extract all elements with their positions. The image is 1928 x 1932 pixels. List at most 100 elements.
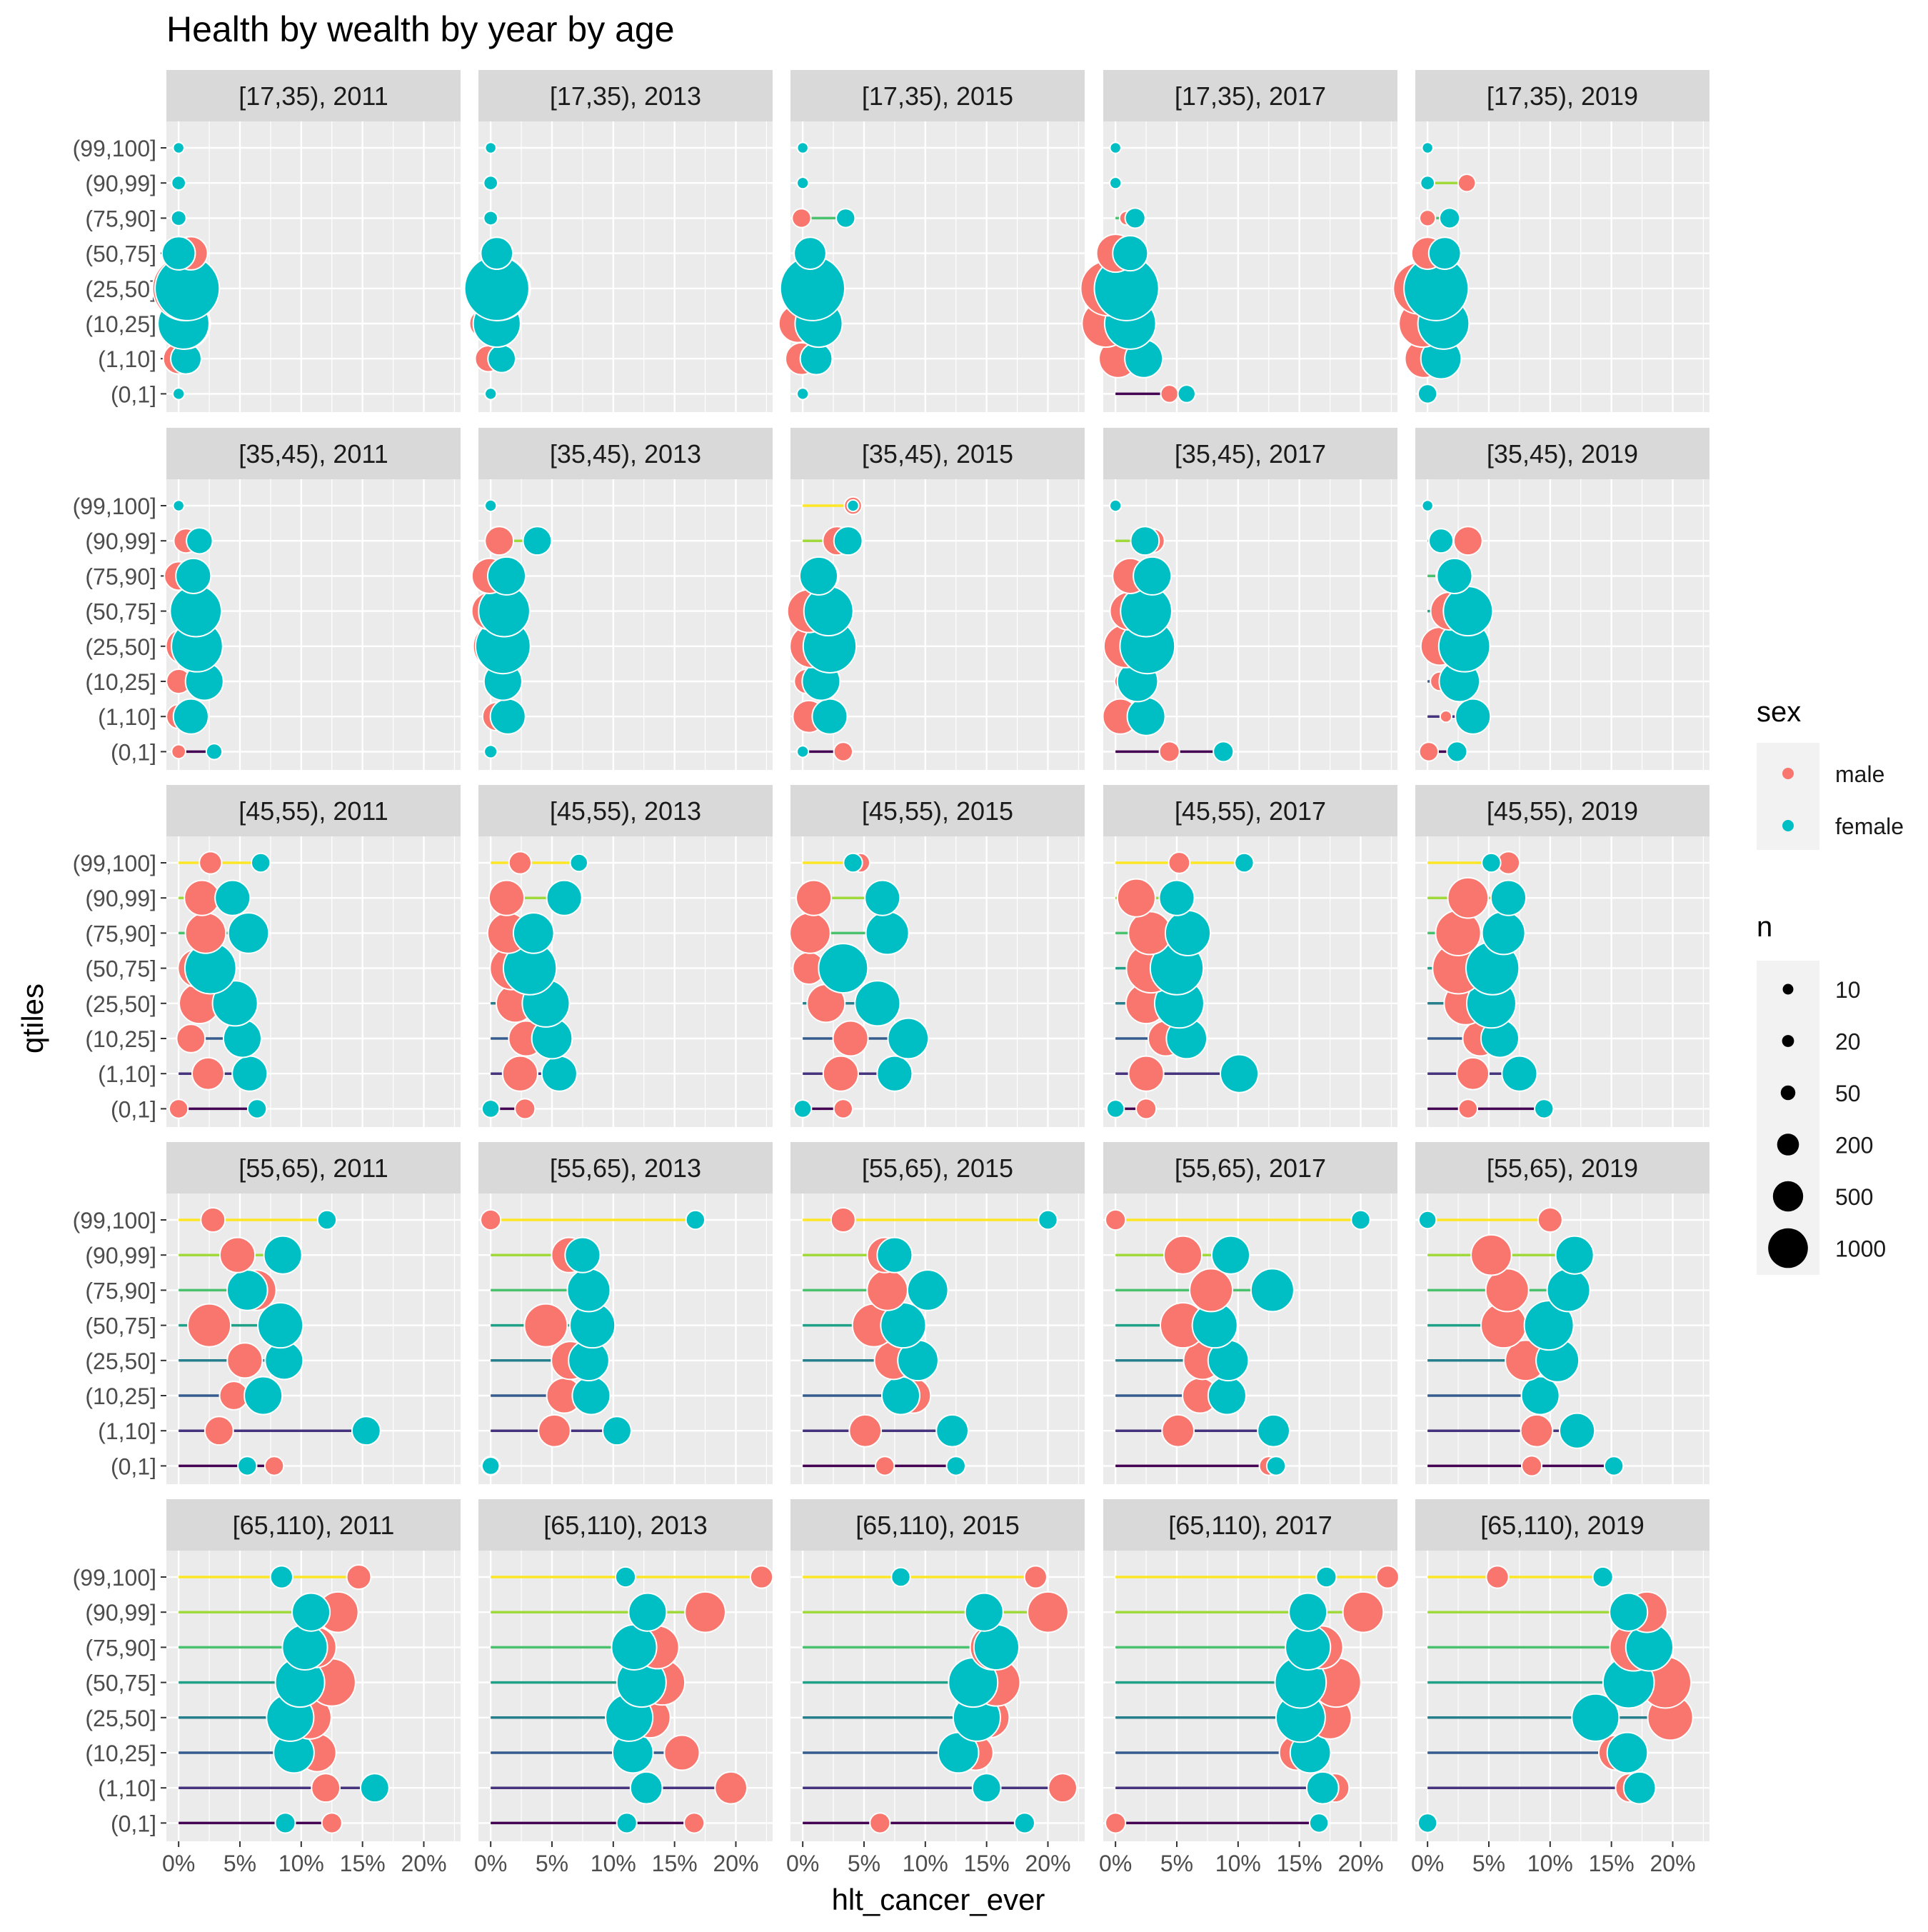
female-point bbox=[1455, 698, 1492, 735]
facet-panel: [45,55), 2013 bbox=[478, 785, 773, 1127]
male-point bbox=[1375, 1565, 1400, 1589]
facet-panel: [55,65), 2015 bbox=[790, 1142, 1085, 1484]
y-tick-label: (99,100] bbox=[73, 1565, 156, 1591]
female-point bbox=[1603, 1456, 1625, 1476]
male-point bbox=[1023, 1565, 1048, 1589]
female-point bbox=[481, 1456, 501, 1476]
y-tick-label: (10,25] bbox=[85, 1383, 156, 1409]
facet-strip bbox=[1415, 428, 1709, 479]
male-point bbox=[184, 912, 227, 954]
female-point bbox=[798, 556, 838, 596]
facet-strip bbox=[1415, 70, 1709, 121]
female-point bbox=[316, 1209, 338, 1231]
male-point bbox=[1537, 1207, 1563, 1233]
facet-panel: [55,65), 2019 bbox=[1415, 1142, 1709, 1484]
female-point bbox=[489, 698, 526, 735]
facet-strip bbox=[790, 428, 1085, 479]
female-point bbox=[1438, 207, 1461, 229]
female-point bbox=[171, 175, 186, 191]
male-point bbox=[1168, 851, 1191, 874]
legend-n-key bbox=[1768, 1228, 1808, 1268]
female-point bbox=[1126, 696, 1166, 736]
female-point bbox=[846, 499, 860, 513]
y-tick-label: (75,90] bbox=[85, 564, 156, 589]
y-tick-label: (0,1] bbox=[111, 1453, 156, 1479]
female-point bbox=[1220, 1053, 1260, 1093]
y-tick-label: (25,50] bbox=[85, 991, 156, 1017]
male-point bbox=[833, 1098, 854, 1119]
female-point bbox=[906, 1269, 949, 1311]
female-point bbox=[281, 1623, 328, 1671]
male-point bbox=[1439, 710, 1453, 724]
female-point bbox=[1446, 741, 1468, 763]
female-point bbox=[1622, 1771, 1657, 1805]
legend-n-label: 50 bbox=[1835, 1081, 1861, 1106]
female-point bbox=[864, 879, 901, 916]
female-point bbox=[876, 1236, 913, 1273]
female-point bbox=[1038, 1209, 1058, 1231]
male-point bbox=[1452, 526, 1483, 556]
female-point bbox=[835, 208, 856, 229]
facet-panel: [55,65), 2011 (0,1] (1,10] (10,25] (25,50] (5… bbox=[73, 1142, 461, 1484]
male-point bbox=[1418, 741, 1440, 762]
female-point bbox=[291, 1592, 331, 1632]
male-point bbox=[226, 1342, 263, 1379]
legend-sex-key-background bbox=[1757, 743, 1819, 850]
female-point bbox=[186, 526, 214, 555]
female-point bbox=[512, 912, 555, 954]
female-point bbox=[226, 1269, 268, 1311]
male-point bbox=[176, 1023, 206, 1053]
female-point bbox=[614, 1566, 637, 1588]
female-point bbox=[971, 1773, 1002, 1803]
facet-strip-label: [55,65), 2015 bbox=[862, 1153, 1013, 1183]
female-point bbox=[793, 1099, 813, 1118]
female-point bbox=[865, 911, 910, 956]
chart-title: Health by wealth by year by age bbox=[166, 9, 675, 49]
male-point bbox=[488, 879, 526, 916]
male-point bbox=[1457, 173, 1477, 193]
facet-panel: [45,55), 2019 bbox=[1415, 785, 1709, 1127]
female-point bbox=[964, 1592, 1004, 1632]
female-point bbox=[480, 236, 514, 270]
legend-n-key bbox=[1780, 1085, 1796, 1101]
facet-strip bbox=[478, 1499, 773, 1551]
facet-panel: [55,65), 2013 bbox=[478, 1142, 773, 1484]
y-tick-label: (90,99] bbox=[85, 886, 156, 911]
facet-strip-label: [65,110), 2013 bbox=[543, 1511, 708, 1540]
female-point bbox=[685, 1209, 706, 1231]
male-point bbox=[683, 1812, 706, 1834]
facet-strip-label: [17,35), 2013 bbox=[550, 81, 701, 111]
y-tick-label: (99,100] bbox=[73, 494, 156, 519]
female-point bbox=[1592, 1566, 1614, 1588]
female-point bbox=[945, 1456, 966, 1476]
female-point bbox=[1109, 499, 1123, 513]
male-point bbox=[1189, 1268, 1234, 1313]
x-tick-label: 10% bbox=[278, 1851, 324, 1876]
y-tick-label: (75,90] bbox=[85, 1635, 156, 1661]
female-point bbox=[522, 526, 553, 556]
male-point bbox=[1520, 1413, 1554, 1448]
facet-strip-label: [17,35), 2019 bbox=[1487, 81, 1638, 111]
male-point bbox=[795, 879, 833, 916]
legend-n-label: 500 bbox=[1835, 1184, 1873, 1210]
female-point bbox=[1421, 141, 1434, 154]
female-point bbox=[1571, 1693, 1620, 1742]
female-point bbox=[214, 879, 251, 916]
y-tick-label: (1,10] bbox=[98, 346, 156, 372]
female-point bbox=[484, 141, 497, 154]
facet-panel: [35,45), 2019 bbox=[1415, 428, 1709, 770]
facet-strip bbox=[1415, 1142, 1709, 1193]
facet-strip-label: [65,110), 2019 bbox=[1480, 1511, 1645, 1540]
legend-sex-key bbox=[1782, 820, 1794, 831]
y-tick-label: (50,75] bbox=[85, 241, 156, 267]
x-tick-label: 5% bbox=[536, 1851, 568, 1876]
male-point bbox=[833, 741, 854, 762]
facet-panel: [17,35), 2013 bbox=[463, 70, 773, 412]
male-point bbox=[321, 1812, 343, 1834]
x-tick-label: 15% bbox=[1277, 1851, 1322, 1876]
male-point bbox=[1419, 209, 1437, 227]
y-tick-label: (75,90] bbox=[85, 921, 156, 946]
female-point bbox=[1105, 1099, 1125, 1118]
y-tick-label: (90,99] bbox=[85, 171, 156, 196]
